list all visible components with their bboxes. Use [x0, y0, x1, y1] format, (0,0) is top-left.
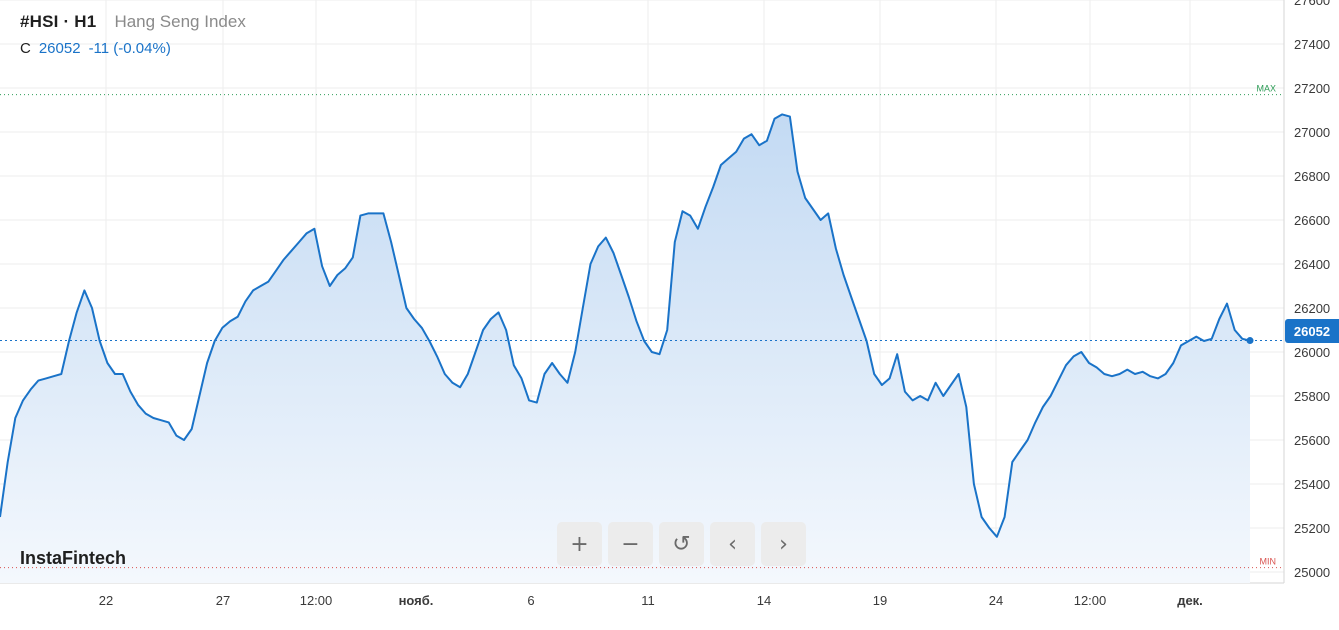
y-tick-label: 27000	[1294, 125, 1330, 140]
y-tick-label: 27200	[1294, 81, 1330, 96]
y-tick-label: 27600	[1294, 0, 1330, 8]
zoom-in-button[interactable]: +	[557, 522, 602, 566]
y-tick-label: 25800	[1294, 389, 1330, 404]
series-area	[0, 114, 1250, 584]
x-tick-label: 19	[873, 593, 887, 608]
y-tick-label: 27400	[1294, 37, 1330, 52]
area-layer	[0, 113, 1254, 584]
y-axis: 25000 25200 25400 25600 25800 26000 26200 26400…	[1294, 0, 1330, 580]
level-lines: MAX MIN	[0, 84, 1284, 569]
x-tick-label: 27	[216, 593, 230, 608]
y-tick-label: 25000	[1294, 565, 1330, 580]
zoom-out-button[interactable]: −	[608, 522, 653, 566]
symbol-label[interactable]: #HSI · H1	[20, 12, 97, 31]
chart-header: #HSI · H1 Hang Seng Index C 26052 -11 (-…	[20, 12, 246, 57]
last-price: 26052	[38, 40, 81, 57]
y-tick-label: 25200	[1294, 521, 1330, 536]
x-tick-label: 24	[989, 593, 1003, 608]
last-price-tag: 26052	[1285, 319, 1339, 343]
y-tick-label: 26600	[1294, 213, 1330, 228]
x-tick-label: 12:00	[300, 593, 333, 608]
y-tick-label: 25400	[1294, 477, 1330, 492]
min-label: MIN	[1260, 557, 1277, 567]
reset-zoom-button[interactable]: ↺	[659, 522, 704, 566]
instrument-name: Hang Seng Index	[114, 12, 246, 31]
x-tick-label: дек.	[1177, 593, 1203, 608]
price-change: -11 (-0.04%)	[88, 40, 171, 57]
scroll-forward-button[interactable]: ›	[761, 522, 806, 566]
x-tick-label: 12:00	[1074, 593, 1107, 608]
series-line	[0, 113, 1251, 538]
chart-navigation: + − ↺ ‹ ›	[557, 522, 806, 566]
x-axis: 22 27 12:00 нояб. 6 11 14 19 24 12:00 дек.	[99, 593, 1203, 608]
close-label: C	[20, 40, 31, 57]
y-tick-label: 26000	[1294, 345, 1330, 360]
max-label: MAX	[1256, 84, 1276, 94]
y-tick-label: 26400	[1294, 257, 1330, 272]
y-tick-label: 25600	[1294, 433, 1330, 448]
y-tick-label: 26200	[1294, 301, 1330, 316]
brand-logo: InstaFintech	[20, 548, 127, 568]
y-tick-label: 26800	[1294, 169, 1330, 184]
x-tick-label: 11	[641, 593, 655, 608]
x-tick-label: нояб.	[399, 593, 434, 608]
x-tick-label: 22	[99, 593, 113, 608]
scroll-back-button[interactable]: ‹	[710, 522, 755, 566]
x-tick-label: 14	[757, 593, 771, 608]
x-tick-label: 6	[527, 593, 534, 608]
